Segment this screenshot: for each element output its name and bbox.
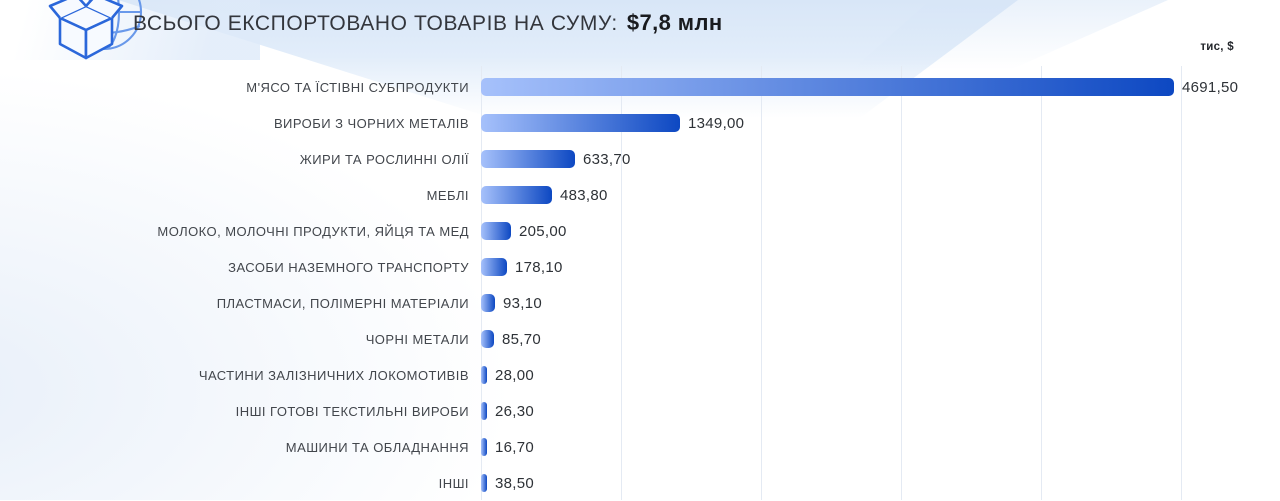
bar xyxy=(481,294,495,312)
bar-track: 4691,50 xyxy=(469,78,1280,96)
bar-track: 483,80 xyxy=(469,186,1280,204)
bar xyxy=(481,186,552,204)
value-label: 16,70 xyxy=(495,438,535,456)
category-label: МАШИНИ ТА ОБЛАДНАННЯ xyxy=(285,439,469,455)
total-amount: $7,8 млн xyxy=(626,10,723,35)
category-label: ІНШІ xyxy=(438,475,469,491)
category-label: ІНШІ ГОТОВІ ТЕКСТИЛЬНІ ВИРОБИ xyxy=(235,403,469,419)
value-label: 1349,00 xyxy=(688,114,745,132)
bar-row: МЕБЛІ 483,80 xyxy=(0,177,1280,213)
bar-track: 93,10 xyxy=(469,294,1280,312)
category-label: ЧОРНІ МЕТАЛИ xyxy=(365,331,469,347)
category-label: ВИРОБИ З ЧОРНИХ МЕТАЛІВ xyxy=(273,115,469,131)
value-label: 38,50 xyxy=(495,474,535,492)
bar-row: ІНШІ 38,50 xyxy=(0,465,1280,501)
bar-track: 85,70 xyxy=(469,330,1280,348)
category-label: ЗАСОБИ НАЗЕМНОГО ТРАНСПОРТУ xyxy=(228,259,469,275)
package-globe-icon xyxy=(48,0,143,60)
bar xyxy=(481,402,487,420)
bar-track: 633,70 xyxy=(469,150,1280,168)
bar-track: 16,70 xyxy=(469,438,1280,456)
category-label: М'ЯСО ТА ЇСТІВНІ СУБПРОДУКТИ xyxy=(246,79,469,95)
bar-track: 28,00 xyxy=(469,366,1280,384)
bar-track: 205,00 xyxy=(469,222,1280,240)
value-label: 85,70 xyxy=(502,330,542,348)
bar-track: 38,50 xyxy=(469,474,1280,492)
page-title: ВСЬОГО ЕКСПОРТОВАНО ТОВАРІВ НА СУМУ: $7,8… xyxy=(133,10,723,36)
bar xyxy=(481,438,487,456)
value-label: 205,00 xyxy=(519,222,567,240)
category-label: МЕБЛІ xyxy=(426,187,469,203)
bar xyxy=(481,474,487,492)
category-label: ПЛАСТМАСИ, ПОЛІМЕРНІ МАТЕРІАЛИ xyxy=(216,295,469,311)
bar-row: ЧАСТИНИ ЗАЛІЗНИЧНИХ ЛОКОМОТИВІВ 28,00 xyxy=(0,357,1280,393)
bar xyxy=(481,222,511,240)
bar xyxy=(481,330,494,348)
bar-row: ВИРОБИ З ЧОРНИХ МЕТАЛІВ 1349,00 xyxy=(0,105,1280,141)
title-prefix: ВСЬОГО ЕКСПОРТОВАНО ТОВАРІВ НА СУМУ: xyxy=(133,12,618,35)
bar xyxy=(481,366,487,384)
category-label: МОЛОКО, МОЛОЧНІ ПРОДУКТИ, ЯЙЦЯ ТА МЕД xyxy=(157,223,469,239)
value-label: 28,00 xyxy=(495,366,535,384)
bar-row: ЧОРНІ МЕТАЛИ 85,70 xyxy=(0,321,1280,357)
bar-row: М'ЯСО ТА ЇСТІВНІ СУБПРОДУКТИ 4691,50 xyxy=(0,69,1280,105)
bar-row: ЖИРИ ТА РОСЛИННІ ОЛІЇ 633,70 xyxy=(0,141,1280,177)
bar-row: ЗАСОБИ НАЗЕМНОГО ТРАНСПОРТУ 178,10 xyxy=(0,249,1280,285)
bar-track: 26,30 xyxy=(469,402,1280,420)
category-label: ЖИРИ ТА РОСЛИННІ ОЛІЇ xyxy=(299,151,469,167)
bar-track: 178,10 xyxy=(469,258,1280,276)
value-label: 4691,50 xyxy=(1182,78,1239,96)
bar-chart: М'ЯСО ТА ЇСТІВНІ СУБПРОДУКТИ 4691,50 ВИР… xyxy=(0,69,1280,501)
value-label: 633,70 xyxy=(583,150,631,168)
axis-unit-label: тис, $ xyxy=(1200,41,1234,53)
value-label: 483,80 xyxy=(560,186,608,204)
bar xyxy=(481,78,1174,96)
value-label: 93,10 xyxy=(503,294,543,312)
bar xyxy=(481,258,507,276)
category-label: ЧАСТИНИ ЗАЛІЗНИЧНИХ ЛОКОМОТИВІВ xyxy=(198,367,469,383)
bar xyxy=(481,114,680,132)
bar xyxy=(481,150,575,168)
bar-row: МАШИНИ ТА ОБЛАДНАННЯ 16,70 xyxy=(0,429,1280,465)
value-label: 26,30 xyxy=(495,402,535,420)
bar-track: 1349,00 xyxy=(469,114,1280,132)
bar-row: МОЛОКО, МОЛОЧНІ ПРОДУКТИ, ЯЙЦЯ ТА МЕД 20… xyxy=(0,213,1280,249)
bar-row: ПЛАСТМАСИ, ПОЛІМЕРНІ МАТЕРІАЛИ 93,10 xyxy=(0,285,1280,321)
value-label: 178,10 xyxy=(515,258,563,276)
bar-row: ІНШІ ГОТОВІ ТЕКСТИЛЬНІ ВИРОБИ 26,30 xyxy=(0,393,1280,429)
